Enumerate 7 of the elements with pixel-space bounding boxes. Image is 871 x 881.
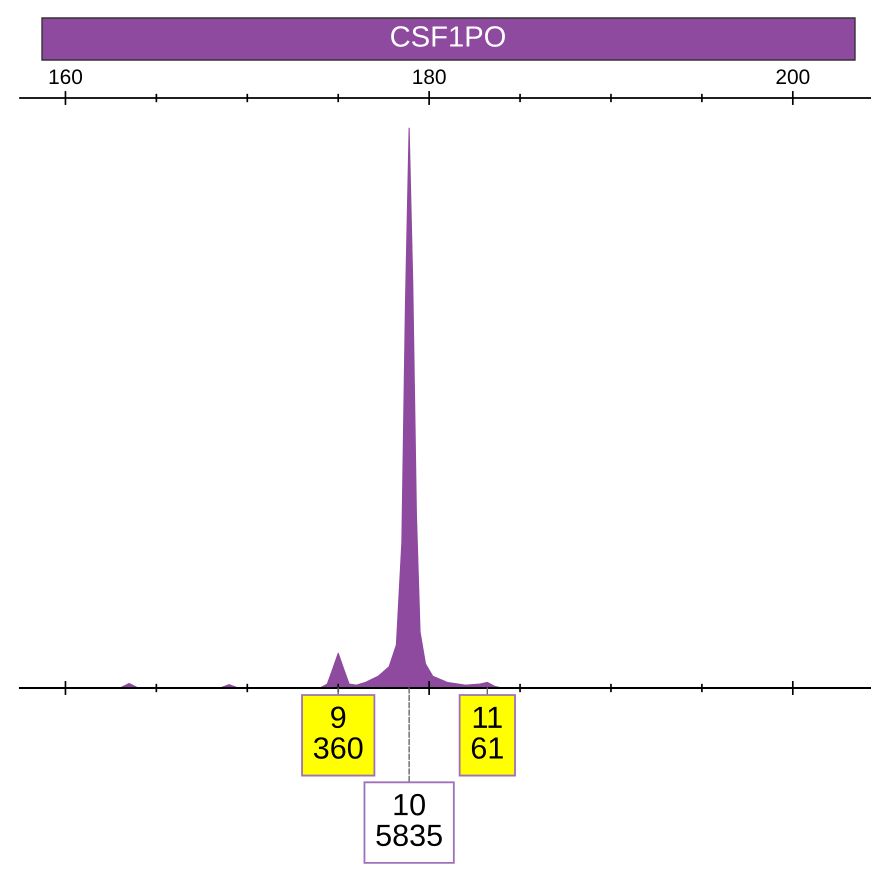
x-tick-label: 160 (50, 69, 82, 84)
x-tick-label: 180 (413, 69, 446, 84)
annotation: 10 5835 (376, 794, 442, 846)
x-tick-label: 200 (776, 69, 810, 84)
annotation: 11 61 (472, 706, 503, 759)
annotation: 9 360 (314, 706, 363, 759)
chart-title: CSF1PO (391, 26, 505, 47)
